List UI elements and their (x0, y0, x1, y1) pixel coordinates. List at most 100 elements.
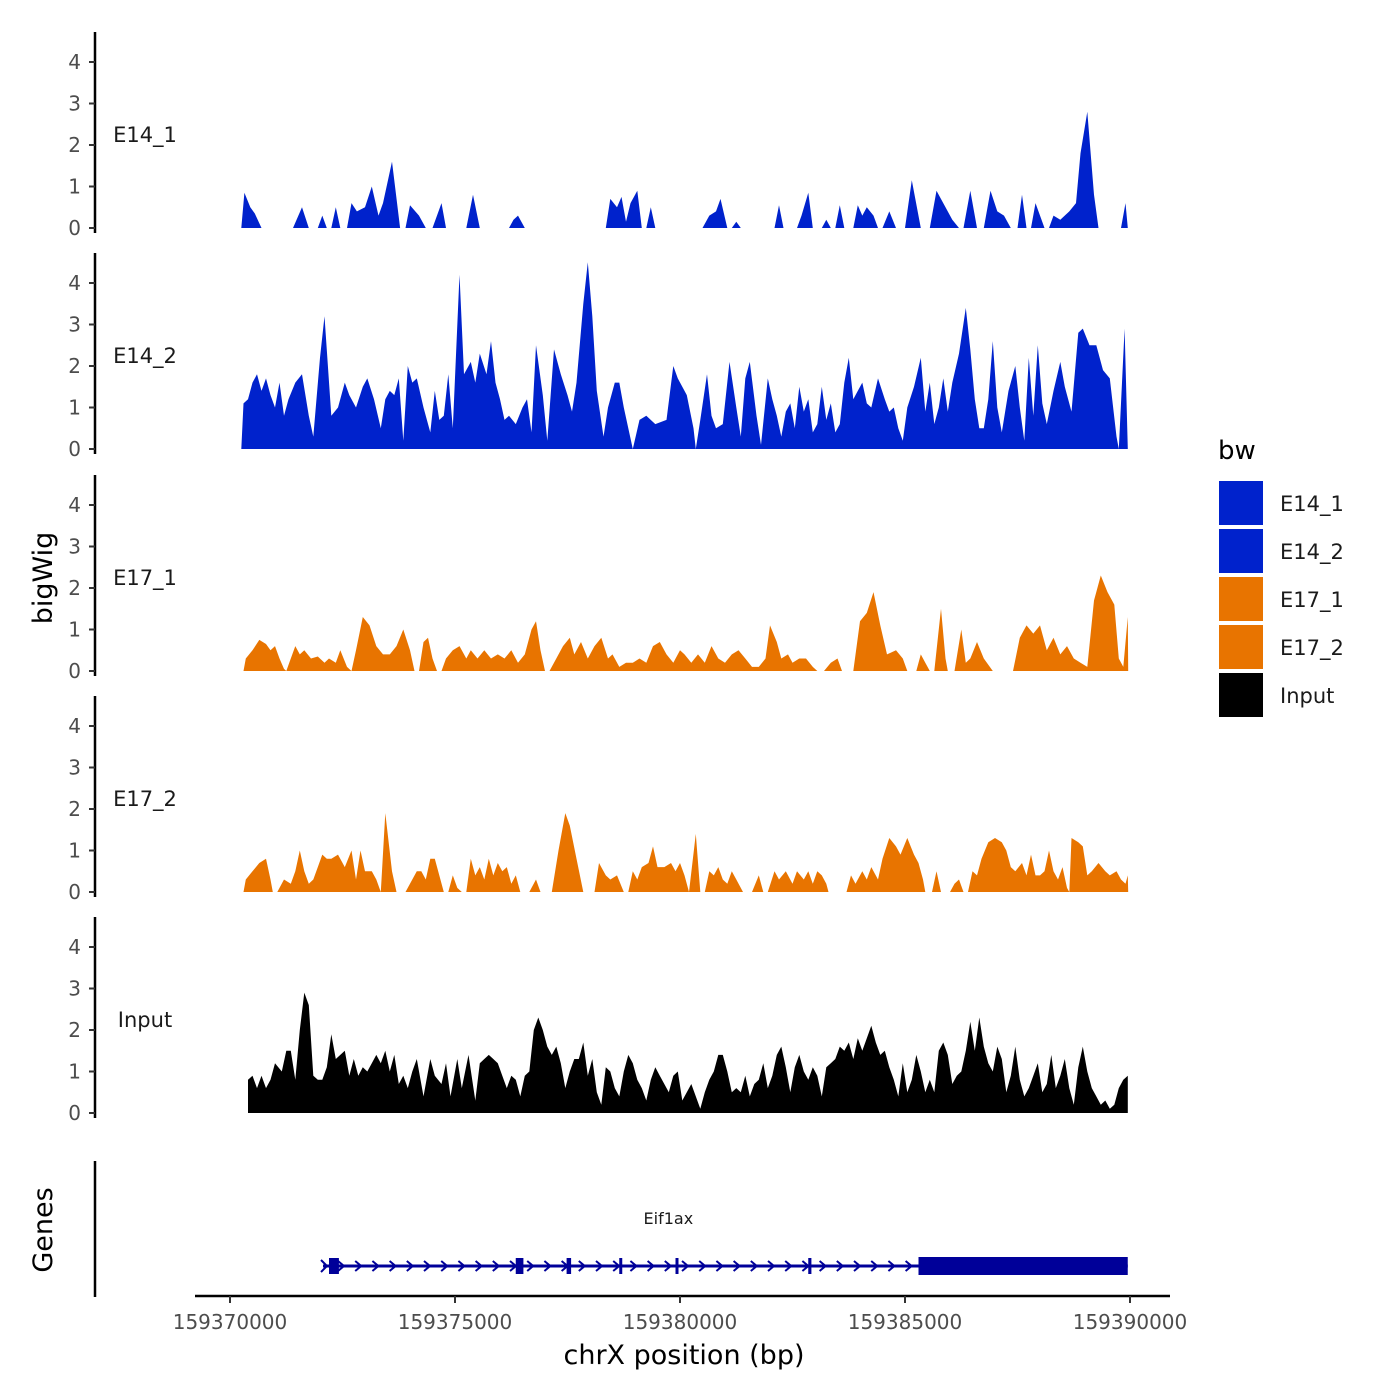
y-tick-label: 0 (68, 437, 81, 461)
y-tick-label: 0 (68, 659, 81, 683)
gene-exon (515, 1258, 524, 1274)
strand-arrow (836, 1260, 845, 1272)
gene-track: Eif1ax (93, 1161, 1128, 1297)
strand-arrow (612, 1260, 621, 1272)
y-tick-label: 1 (68, 396, 81, 420)
signal-area-input (248, 992, 1128, 1113)
legend-title: bw (1218, 436, 1256, 466)
y-tick-label: 0 (68, 1101, 81, 1125)
legend-key-e14-2 (1219, 529, 1263, 573)
strand-arrow (423, 1260, 432, 1272)
signal-area-e17-1 (243, 575, 1129, 671)
gene-exon (619, 1258, 623, 1274)
gene-exon (329, 1258, 339, 1274)
strand-arrow (664, 1260, 673, 1272)
track-e14-2: 0 1 2 3 4 E14_2 (68, 253, 1128, 461)
legend-label: E17_1 (1280, 588, 1344, 613)
y-tick-label: 4 (68, 271, 81, 295)
legend-key-e14-1 (1219, 481, 1263, 525)
x-tick-label: 159390000 (1073, 1310, 1188, 1334)
track-label: E17_1 (113, 566, 177, 591)
y-tick-label: 2 (68, 1018, 81, 1042)
legend-label: E14_2 (1280, 540, 1344, 565)
legend-key-e17-2 (1219, 625, 1263, 669)
y-axis-title: bigWig (28, 532, 59, 625)
strand-arrow (904, 1260, 914, 1272)
y-tick-label: 4 (68, 50, 81, 74)
y-tick-label: 1 (68, 175, 81, 199)
y-tick-label: 3 (68, 92, 81, 116)
strand-arrow (371, 1260, 380, 1272)
strand-arrow (406, 1260, 415, 1272)
strand-arrow (457, 1260, 466, 1272)
strand-arrow (578, 1260, 587, 1272)
y-tick-label: 3 (68, 977, 81, 1001)
x-tick-label: 159370000 (173, 1310, 288, 1334)
strand-arrow (750, 1260, 759, 1272)
y-tick-label: 1 (68, 618, 81, 642)
strand-arrow (629, 1260, 638, 1272)
genes-track-title: Genes (28, 1187, 59, 1272)
strand-arrow (337, 1260, 346, 1272)
x-tick-label: 159375000 (398, 1310, 513, 1334)
y-tick-label: 4 (68, 493, 81, 517)
track-input: 0 1 2 3 4 Input (68, 917, 1128, 1125)
y-tick-label: 2 (68, 354, 81, 378)
gene-exon (808, 1258, 812, 1274)
gene-exon (675, 1258, 679, 1274)
y-tick-label: 1 (68, 1060, 81, 1084)
legend: bw E14_1 E14_2 E17_1 E17_2 Input (1218, 436, 1344, 717)
legend-label: E14_1 (1280, 492, 1344, 517)
legend-label: E17_2 (1280, 636, 1344, 661)
y-tick-label: 3 (68, 535, 81, 559)
y-tick-label: 2 (68, 133, 81, 157)
gene-exon (918, 1257, 1128, 1275)
y-tick-label: 4 (68, 714, 81, 738)
track-label: E14_2 (113, 344, 177, 369)
y-tick-label: 4 (68, 935, 81, 959)
track-label: E17_2 (113, 787, 177, 812)
strand-arrow (543, 1260, 552, 1272)
legend-key-input (1219, 673, 1263, 717)
strand-arrow (388, 1260, 398, 1272)
strand-arrow (646, 1260, 656, 1272)
x-tick-label: 159380000 (623, 1310, 738, 1334)
strand-arrow (698, 1260, 707, 1272)
strand-arrow (526, 1260, 535, 1272)
y-tick-label: 2 (68, 797, 81, 821)
strand-arrow (732, 1260, 742, 1272)
strand-arrow (870, 1260, 879, 1272)
track-label: E14_1 (113, 123, 177, 148)
strand-arrow (681, 1260, 690, 1272)
strand-arrow (595, 1260, 604, 1272)
signal-tracks: 0 1 2 3 4 E14_1 0 1 2 3 4 E14_2 0 1 2 3 4 E17_1 0 1 2 3 4 E17_2… (68, 32, 1129, 1125)
strand-arrow (784, 1260, 793, 1272)
track-e17-1: 0 1 2 3 4 E17_1 (68, 475, 1129, 683)
legend-key-e17-1 (1219, 577, 1263, 621)
y-tick-label: 2 (68, 576, 81, 600)
strand-arrow (767, 1260, 776, 1272)
y-tick-label: 3 (68, 313, 81, 337)
strand-arrow (492, 1260, 501, 1272)
signal-area-e14-1 (241, 111, 1128, 228)
strand-arrow (818, 1260, 828, 1272)
strand-arrow (887, 1260, 896, 1272)
strand-arrow (354, 1260, 363, 1272)
y-tick-label: 0 (68, 216, 81, 240)
strand-arrow (440, 1260, 449, 1272)
x-axis-title: chrX position (bp) (563, 1340, 804, 1371)
track-e17-2: 0 1 2 3 4 E17_2 (68, 696, 1129, 904)
strand-arrow (853, 1260, 862, 1272)
signal-area-e17-2 (243, 813, 1129, 892)
x-axis: 159370000 159375000 159380000 159385000 1593… (173, 1294, 1188, 1334)
track-label: Input (118, 1008, 172, 1032)
gene-exon (566, 1258, 572, 1274)
gene-start-marker (320, 1259, 329, 1273)
track-e14-1: 0 1 2 3 4 E14_1 (68, 32, 1128, 240)
legend-label: Input (1280, 684, 1334, 708)
strand-arrow (474, 1260, 484, 1272)
signal-area-e14-2 (241, 262, 1128, 449)
x-tick-label: 159385000 (848, 1310, 963, 1334)
strand-arrow (715, 1260, 724, 1272)
